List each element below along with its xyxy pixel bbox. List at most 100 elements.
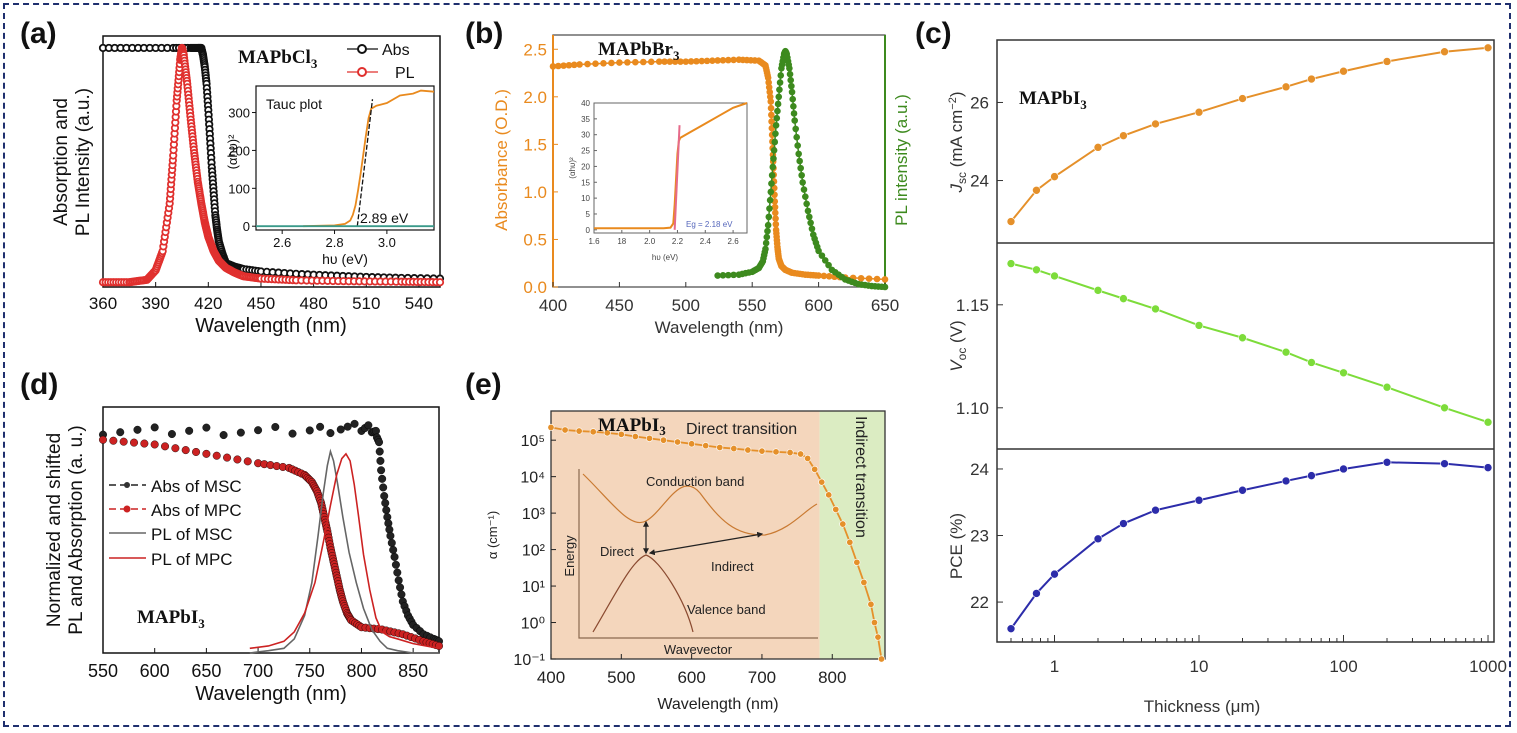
data-point-alpha <box>575 427 583 435</box>
data-point-abs-of-msc <box>236 428 245 437</box>
data-point-alpha <box>853 558 861 566</box>
data-point-absorbance <box>881 276 889 283</box>
inset-x-tick-label: 2.8 <box>325 235 343 250</box>
energy-label: Energy <box>562 535 577 577</box>
x-tick-label: 100 <box>1329 657 1357 676</box>
inset-title: Tauc plot <box>266 96 322 112</box>
data-point-abs-of-msc <box>376 456 385 465</box>
jsc-subscript: sc <box>955 172 969 184</box>
x-tick-label: 400 <box>539 296 567 315</box>
data-point-pl <box>772 130 779 137</box>
data-point-absorbance <box>709 57 716 64</box>
valence-band-curve <box>592 554 694 633</box>
data-point-abs-of-msc <box>343 422 352 431</box>
data-point-absorbance <box>570 61 578 69</box>
data-point-absorbance <box>724 56 732 64</box>
data-point-voc <box>1440 403 1449 413</box>
data-point-absorbance <box>560 62 567 69</box>
inset-frame <box>255 85 435 231</box>
data-point-absorbance <box>766 88 774 96</box>
data-point-abs-of-mpc <box>181 446 190 455</box>
data-point-abs-of-msc <box>254 426 263 435</box>
data-point-alpha <box>730 445 738 453</box>
data-point-absorbance <box>703 57 711 65</box>
x-tick-label: 850 <box>398 661 428 681</box>
data-point-pl <box>786 64 793 72</box>
data-point-pl <box>787 76 795 84</box>
data-point-pl <box>766 205 773 212</box>
data-point-absorbance <box>655 58 663 65</box>
x-tick-label: 1000 <box>1469 657 1507 676</box>
data-point-abs-of-mpc <box>130 438 139 447</box>
x-axis-label: Wavelength (nm) <box>195 315 347 337</box>
data-point-absorbance <box>632 58 639 66</box>
data-point-pce <box>1440 459 1449 468</box>
y-tick-label-pce: 24 <box>970 460 989 479</box>
jsc-symbol: J <box>947 184 966 194</box>
data-point-abs-of-msc <box>336 425 345 434</box>
legend-marker-abs-msc <box>124 482 130 488</box>
data-point-absorbance <box>766 93 774 101</box>
inset-x-tick-label: 3.0 <box>378 235 396 250</box>
data-point-pl <box>730 271 737 279</box>
data-point-pl <box>881 283 889 291</box>
title-subscript: 3 <box>198 616 205 631</box>
title-subscript: 3 <box>311 56 318 71</box>
chart-title: MAPbCl3 <box>238 47 318 71</box>
y-axis-label-right: PL intensity (a.u.) <box>892 94 911 226</box>
legend-marker-abs-mpc <box>123 505 131 513</box>
data-point-pce <box>1050 569 1059 579</box>
title-text: MAPbI <box>598 415 659 436</box>
y-tick-label: 10¹ <box>522 579 545 596</box>
data-point-absorbance <box>671 58 679 65</box>
data-point-alpha <box>758 447 766 455</box>
legend-marker-pl <box>357 67 367 77</box>
x-tick-label: 550 <box>738 296 766 315</box>
data-point-pl <box>786 70 794 78</box>
data-point-alpha <box>688 440 696 448</box>
indirect-label: Indirect <box>711 559 754 574</box>
data-point-absorbance <box>608 59 615 67</box>
data-point-abs-of-msc <box>185 426 194 435</box>
data-point-pl <box>762 245 769 253</box>
data-point-absorbance <box>682 58 690 65</box>
inset-y-tick-label: 40 <box>581 99 590 108</box>
inset-annotation: Eg = 2.18 eV <box>686 220 733 229</box>
data-point-pce <box>1483 463 1493 472</box>
jsc-exponent: −2 <box>947 97 959 110</box>
legend-label-pl-mpc: PL of MPC <box>151 550 233 569</box>
data-point-voc <box>1382 382 1392 392</box>
data-point-pl <box>798 171 805 179</box>
inset-y-tick-label: 20 <box>581 162 590 171</box>
data-point-absorbance <box>765 84 773 91</box>
inset-x-tick-label: 2.6 <box>273 235 291 250</box>
data-point-voc <box>1151 304 1160 314</box>
jsc-close: ) <box>947 91 966 97</box>
y-axis-label-line1: Normalized and shifted <box>44 433 65 627</box>
data-point-jsc <box>1151 119 1160 129</box>
data-point-abs-of-mpc <box>192 447 201 456</box>
title-text: MAPbCl <box>238 47 311 68</box>
data-point-alpha <box>716 443 724 451</box>
inset-frame <box>593 102 748 234</box>
data-point-abs-of-msc <box>375 438 384 447</box>
data-point-abs-of-mpc <box>243 457 252 466</box>
data-point-pl <box>435 278 445 287</box>
inset-annotation: 2.89 eV <box>360 210 409 226</box>
data-point-voc <box>1194 321 1204 330</box>
data-point-pl <box>719 272 727 279</box>
inset-x-tick-label: 2.2 <box>672 237 684 246</box>
data-point-pl <box>789 95 797 103</box>
data-point-alpha <box>786 449 794 457</box>
x-tick-label: 540 <box>405 294 433 313</box>
legend-label-abs: Abs <box>382 42 410 59</box>
y-tick-label: 10⁰ <box>521 616 545 633</box>
data-point-absorbance <box>767 98 775 105</box>
x-tick-label: 600 <box>804 296 832 315</box>
data-point-pl <box>771 138 779 146</box>
data-point-pl <box>763 233 771 241</box>
data-point-abs-of-mpc <box>98 435 107 444</box>
y-tick-label-pce: 22 <box>970 593 989 612</box>
data-point-absorbance <box>772 215 779 222</box>
